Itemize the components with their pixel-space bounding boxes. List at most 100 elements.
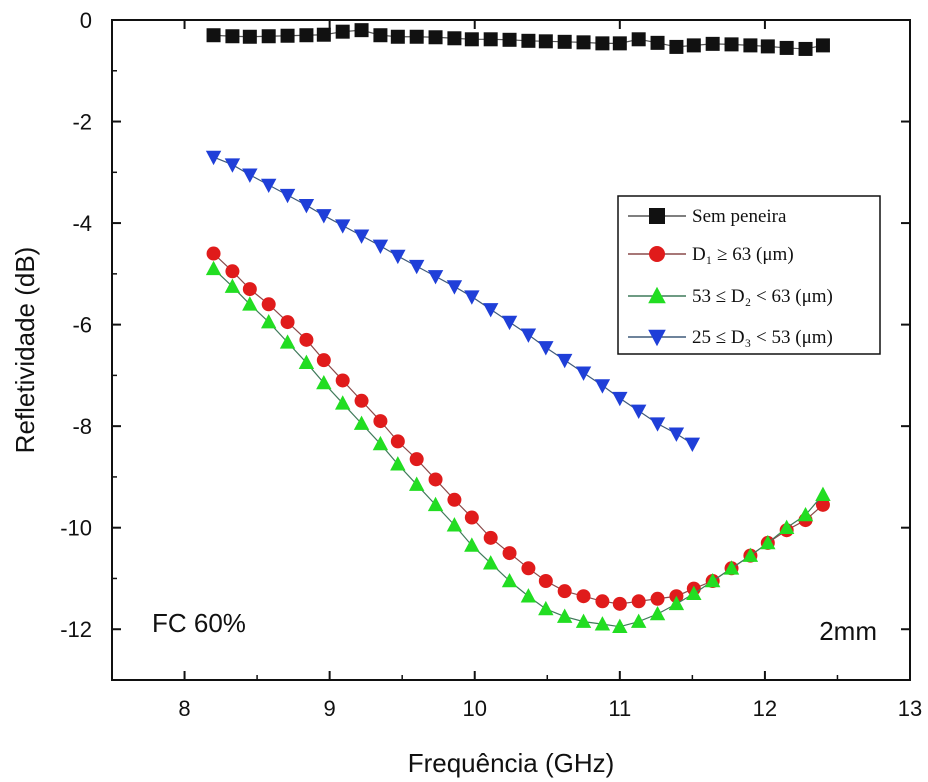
y-tick-label: -6: [72, 313, 92, 338]
data-point: [649, 605, 666, 621]
data-point: [224, 278, 241, 293]
data-point: [483, 530, 498, 545]
series-line: [213, 29, 824, 50]
data-point: [557, 34, 572, 49]
data-point: [520, 328, 537, 343]
data-point: [316, 353, 331, 368]
data-point: [760, 39, 775, 54]
data-point: [686, 38, 701, 53]
data-point: [279, 188, 296, 204]
data-point: [316, 374, 332, 390]
data-point: [447, 492, 462, 507]
data-point: [298, 199, 315, 214]
data-point: [521, 561, 536, 576]
series-line: [213, 268, 824, 628]
data-point: [742, 547, 759, 562]
data-point: [575, 366, 592, 381]
x-tick-label: 12: [753, 696, 777, 721]
data-point: [576, 35, 591, 50]
data-point: [501, 572, 518, 588]
data-point: [242, 168, 258, 183]
data-point: [408, 259, 425, 275]
data-point: [556, 608, 573, 623]
data-point: [353, 229, 370, 244]
data-point: [334, 395, 351, 410]
data-point: [427, 270, 444, 285]
data-point: [557, 584, 572, 599]
data-point: [502, 32, 517, 47]
data-point: [316, 27, 331, 42]
data-point: [482, 555, 499, 570]
data-point: [354, 23, 369, 38]
data-point: [482, 303, 499, 318]
data-point: [798, 41, 813, 56]
data-point: [372, 435, 389, 451]
data-point: [612, 391, 628, 407]
data-point: [521, 33, 536, 48]
data-point: [390, 434, 405, 449]
data-series: [205, 23, 831, 633]
legend-marker: [648, 286, 666, 304]
data-point: [373, 28, 388, 43]
data-point: [575, 613, 592, 628]
data-point: [390, 456, 406, 471]
legend-marker: [649, 208, 665, 224]
data-point: [612, 596, 627, 611]
data-point: [354, 393, 369, 408]
data-point: [743, 38, 758, 53]
data-point: [353, 415, 370, 430]
series-3: [205, 260, 831, 633]
data-point: [373, 414, 388, 429]
data-point: [390, 29, 405, 44]
data-point: [704, 572, 721, 588]
data-point: [684, 437, 701, 452]
data-point: [464, 32, 479, 47]
data-point: [686, 585, 702, 600]
data-point: [242, 29, 257, 44]
data-point: [630, 404, 647, 419]
legend-label: Sem peneira: [692, 206, 787, 227]
data-point: [446, 517, 463, 532]
x-tick-label: 10: [462, 696, 486, 721]
data-point: [446, 280, 463, 295]
data-point: [224, 158, 241, 173]
data-point: [464, 537, 480, 552]
data-point: [299, 332, 314, 347]
data-point: [649, 417, 666, 432]
data-point: [779, 40, 794, 55]
y-tick-label: -12: [60, 617, 92, 642]
legend-label: 25 ≤ D₃ < 53 (μm): [692, 327, 833, 348]
data-point: [261, 297, 276, 312]
data-point: [538, 34, 553, 49]
data-point: [242, 296, 258, 311]
data-point: [668, 595, 685, 611]
axis-ticks: 8 9 10 11 12 13 0 -2 -4 -6 -8 -10 -12: [60, 8, 922, 721]
data-point: [334, 219, 351, 234]
series-4: [205, 150, 701, 452]
data-point: [630, 613, 647, 628]
data-point: [409, 452, 424, 467]
legend-entry: D₁ ≥ 63 (μm): [628, 244, 794, 265]
data-point: [225, 29, 240, 44]
plot-frame: [111, 19, 911, 681]
legend-marker: [649, 246, 665, 262]
data-point: [206, 28, 221, 43]
data-point: [778, 519, 795, 534]
data-point: [669, 39, 684, 54]
data-point: [206, 246, 221, 261]
y-tick-label: -2: [72, 110, 92, 135]
data-point: [538, 600, 554, 616]
data-point: [595, 36, 610, 51]
data-point: [612, 36, 627, 51]
data-point: [279, 334, 296, 349]
data-point: [631, 32, 646, 47]
data-point: [261, 29, 276, 44]
data-point: [595, 594, 610, 609]
x-tick-label: 9: [324, 696, 336, 721]
data-point: [612, 618, 628, 633]
data-point: [668, 427, 685, 442]
data-point: [427, 496, 444, 512]
data-point: [408, 476, 425, 491]
data-point: [242, 282, 257, 297]
